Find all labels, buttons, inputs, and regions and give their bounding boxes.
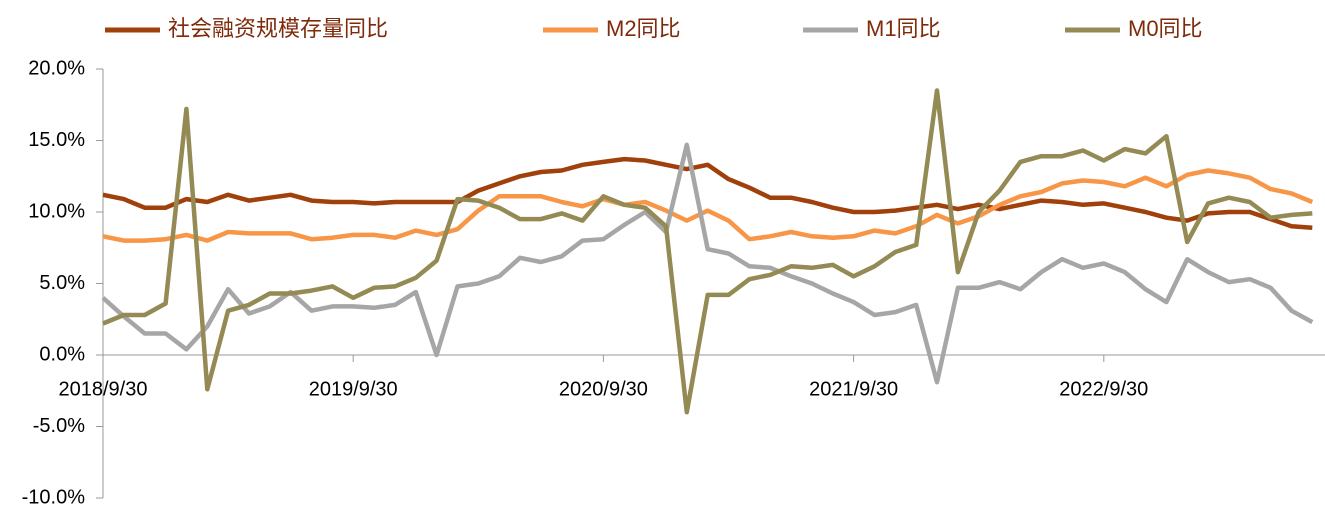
series-line — [102, 156, 1313, 230]
y-tick-label: 15.0% — [28, 129, 85, 151]
x-tick-label: 2020/9/30 — [559, 378, 648, 400]
series-line — [102, 168, 1314, 243]
y-tick-label: 20.0% — [28, 57, 85, 79]
series-line — [101, 142, 1314, 385]
x-tick-label: 2021/9/30 — [809, 378, 898, 400]
x-tick-label: 2018/9/30 — [59, 378, 148, 400]
y-tick-label: -5.0% — [33, 415, 85, 437]
y-tick-label: 10.0% — [28, 200, 85, 222]
series-line — [102, 88, 1313, 415]
x-tick-label: 2019/9/30 — [309, 378, 398, 400]
x-tick-label: 2022/9/30 — [1059, 378, 1148, 400]
legend-label: M1同比 — [866, 16, 941, 41]
y-tick-label: 5.0% — [39, 272, 85, 294]
legend-label: M2同比 — [606, 16, 681, 41]
legend-label: M0同比 — [1128, 16, 1203, 41]
y-tick-label: -10.0% — [22, 486, 86, 508]
y-tick-label: 0.0% — [39, 343, 85, 365]
legend-label: 社会融资规模存量同比 — [168, 16, 388, 41]
